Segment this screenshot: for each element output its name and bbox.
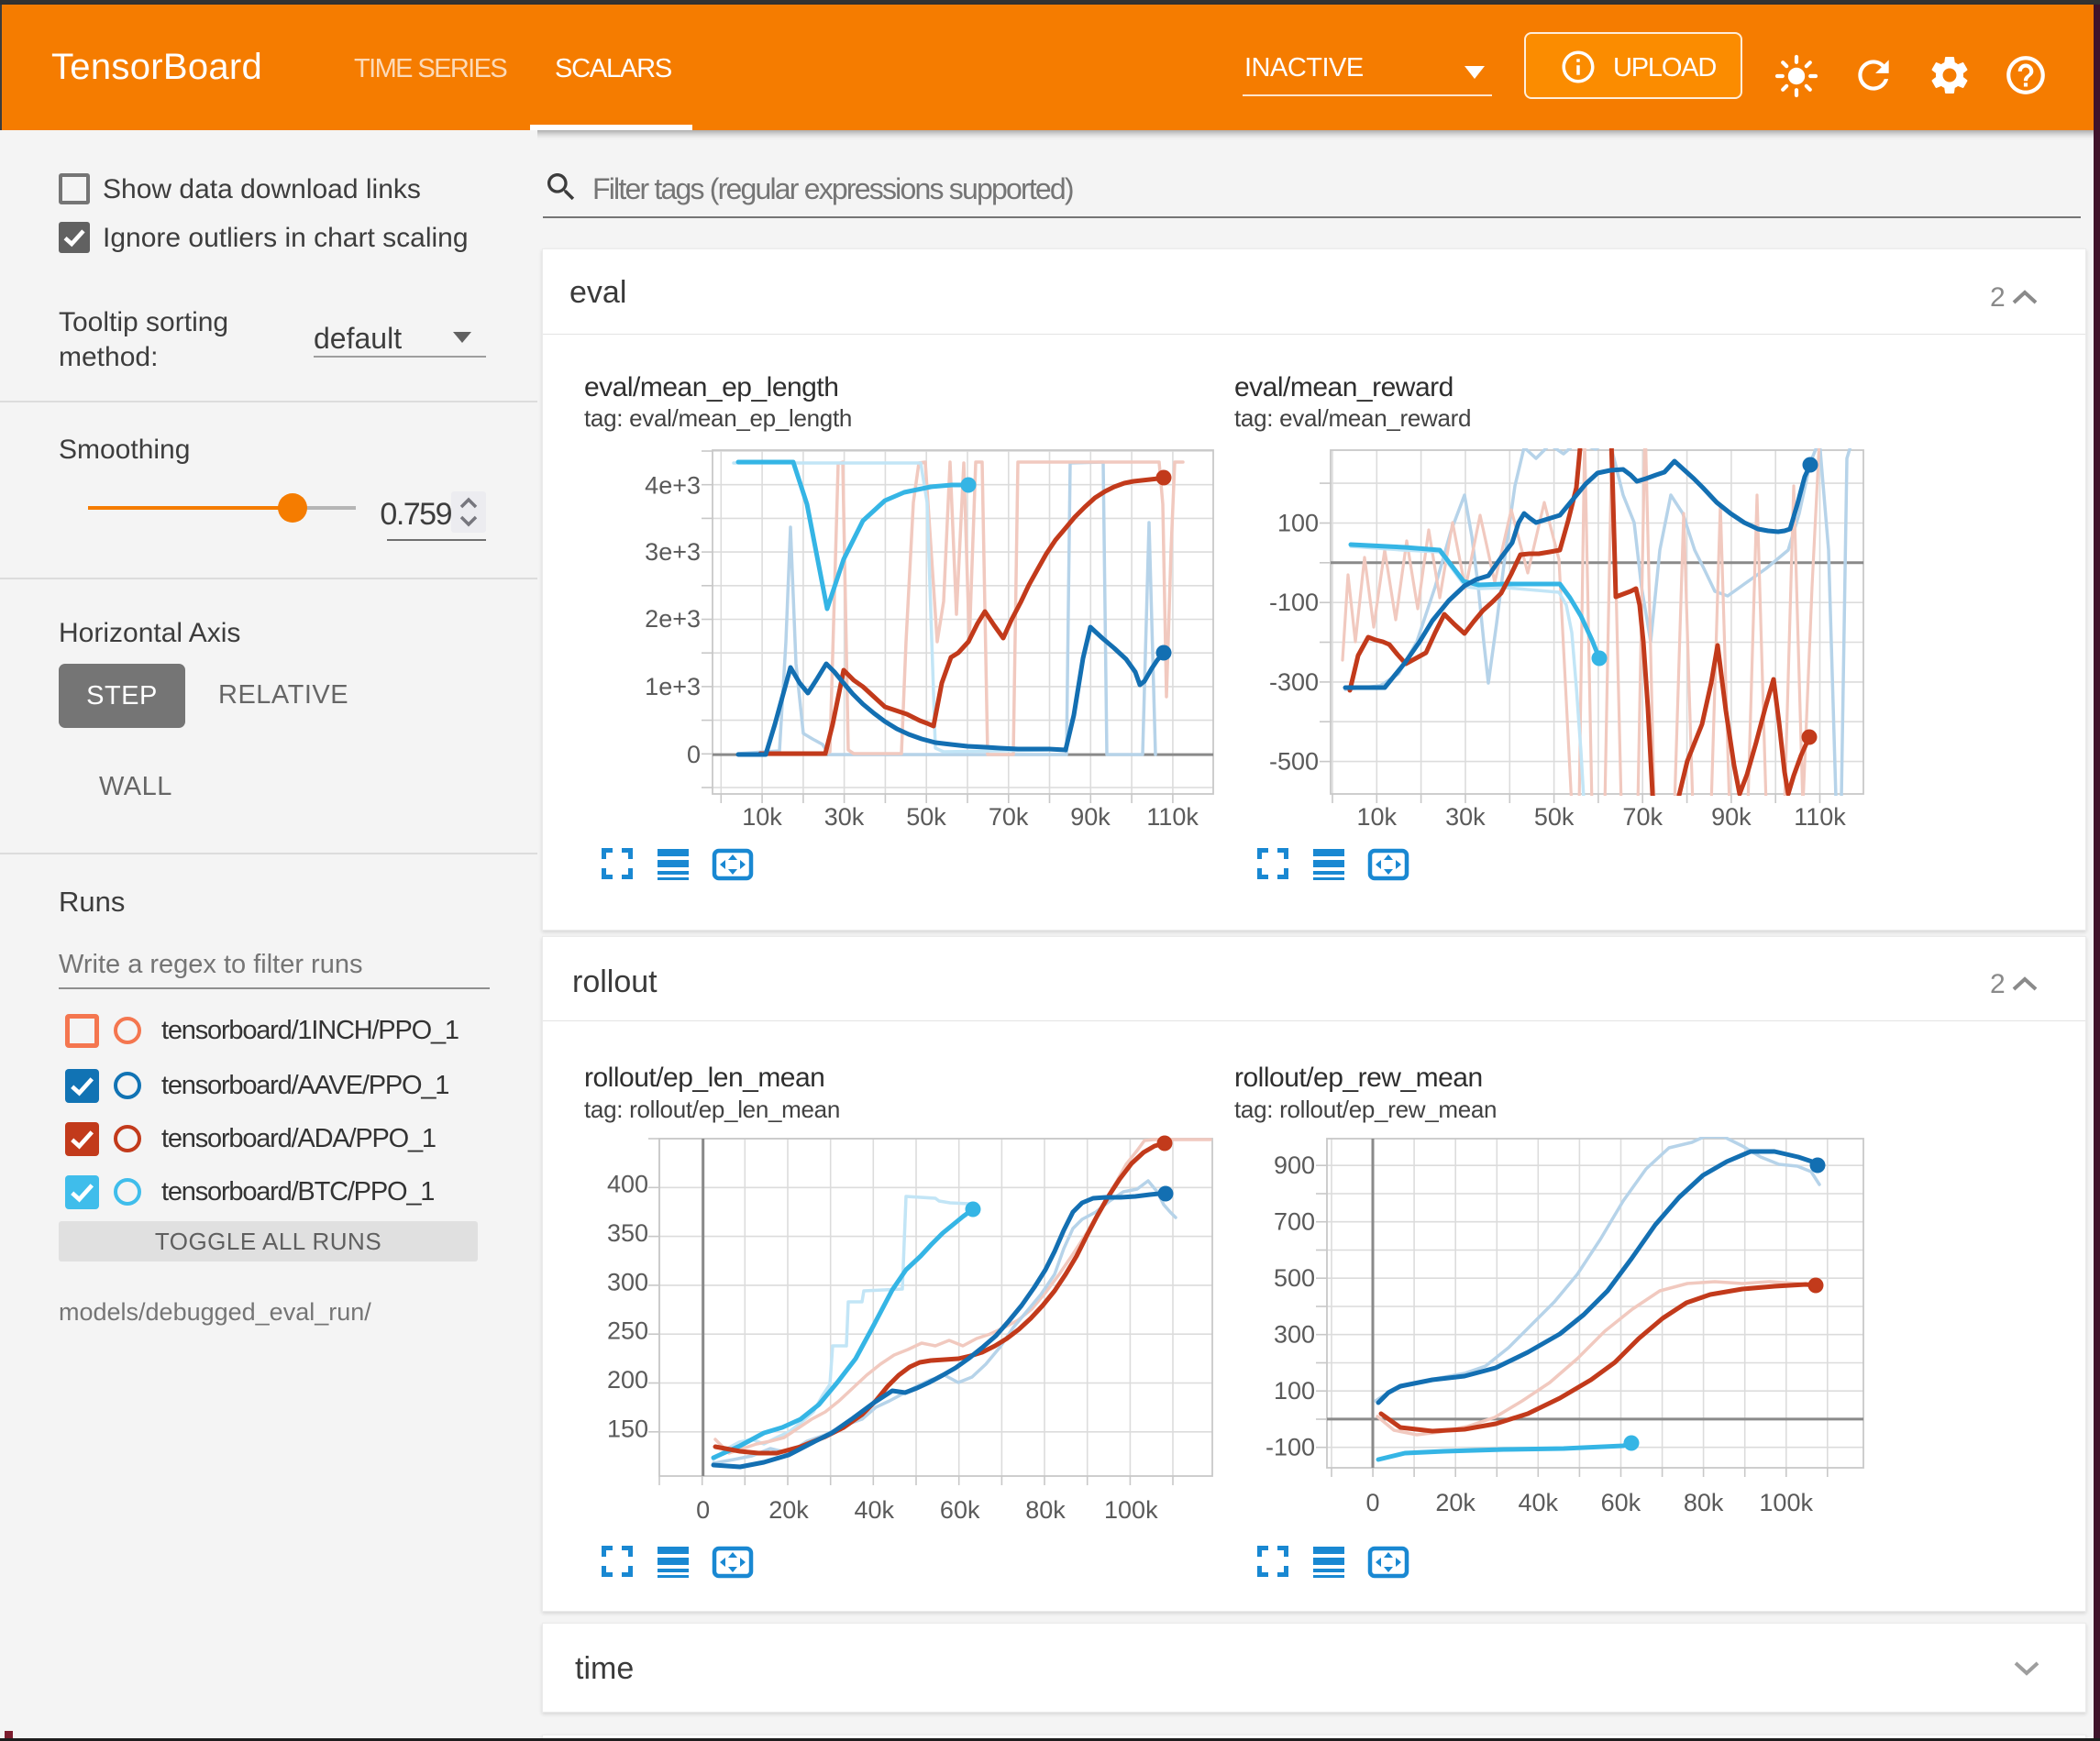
svg-text:110k: 110k	[1794, 803, 1846, 831]
svg-text:40k: 40k	[855, 1496, 895, 1524]
svg-text:250: 250	[607, 1317, 648, 1345]
svg-text:350: 350	[607, 1219, 648, 1247]
svg-text:20k: 20k	[1435, 1489, 1476, 1516]
svg-text:30k: 30k	[1445, 803, 1486, 831]
svg-text:100: 100	[1274, 1377, 1315, 1405]
svg-text:300: 300	[607, 1268, 648, 1295]
svg-text:100k: 100k	[1759, 1489, 1813, 1516]
svg-text:400: 400	[607, 1171, 648, 1198]
svg-text:80k: 80k	[1684, 1489, 1724, 1516]
svg-text:0: 0	[687, 741, 701, 768]
svg-text:2e+3: 2e+3	[645, 605, 701, 633]
svg-text:1e+3: 1e+3	[645, 673, 701, 700]
svg-text:-300: -300	[1269, 668, 1319, 696]
svg-text:700: 700	[1274, 1208, 1315, 1236]
svg-text:60k: 60k	[940, 1496, 980, 1524]
svg-text:50k: 50k	[1534, 803, 1575, 831]
svg-text:0: 0	[1365, 1489, 1379, 1516]
svg-text:500: 500	[1274, 1264, 1315, 1292]
svg-text:70k: 70k	[989, 803, 1029, 831]
svg-text:150: 150	[607, 1415, 648, 1442]
svg-text:10k: 10k	[1357, 803, 1398, 831]
svg-text:70k: 70k	[1622, 803, 1663, 831]
svg-text:60k: 60k	[1601, 1489, 1641, 1516]
svg-text:900: 900	[1274, 1151, 1315, 1179]
svg-text:40k: 40k	[1519, 1489, 1559, 1516]
svg-text:3e+3: 3e+3	[645, 538, 701, 566]
svg-text:110k: 110k	[1146, 803, 1199, 831]
svg-text:0: 0	[696, 1496, 710, 1524]
svg-text:-500: -500	[1269, 748, 1319, 776]
svg-text:30k: 30k	[824, 803, 865, 831]
svg-text:4e+3: 4e+3	[645, 472, 701, 500]
svg-text:100k: 100k	[1104, 1496, 1158, 1524]
svg-text:300: 300	[1274, 1321, 1315, 1349]
svg-text:100: 100	[1277, 510, 1319, 537]
svg-text:90k: 90k	[1711, 803, 1752, 831]
svg-text:200: 200	[607, 1366, 648, 1394]
svg-text:90k: 90k	[1070, 803, 1111, 831]
svg-text:10k: 10k	[742, 803, 782, 831]
svg-text:20k: 20k	[768, 1496, 809, 1524]
svg-text:50k: 50k	[906, 803, 946, 831]
svg-text:80k: 80k	[1025, 1496, 1066, 1524]
svg-text:-100: -100	[1266, 1434, 1315, 1461]
svg-text:-100: -100	[1269, 589, 1319, 616]
